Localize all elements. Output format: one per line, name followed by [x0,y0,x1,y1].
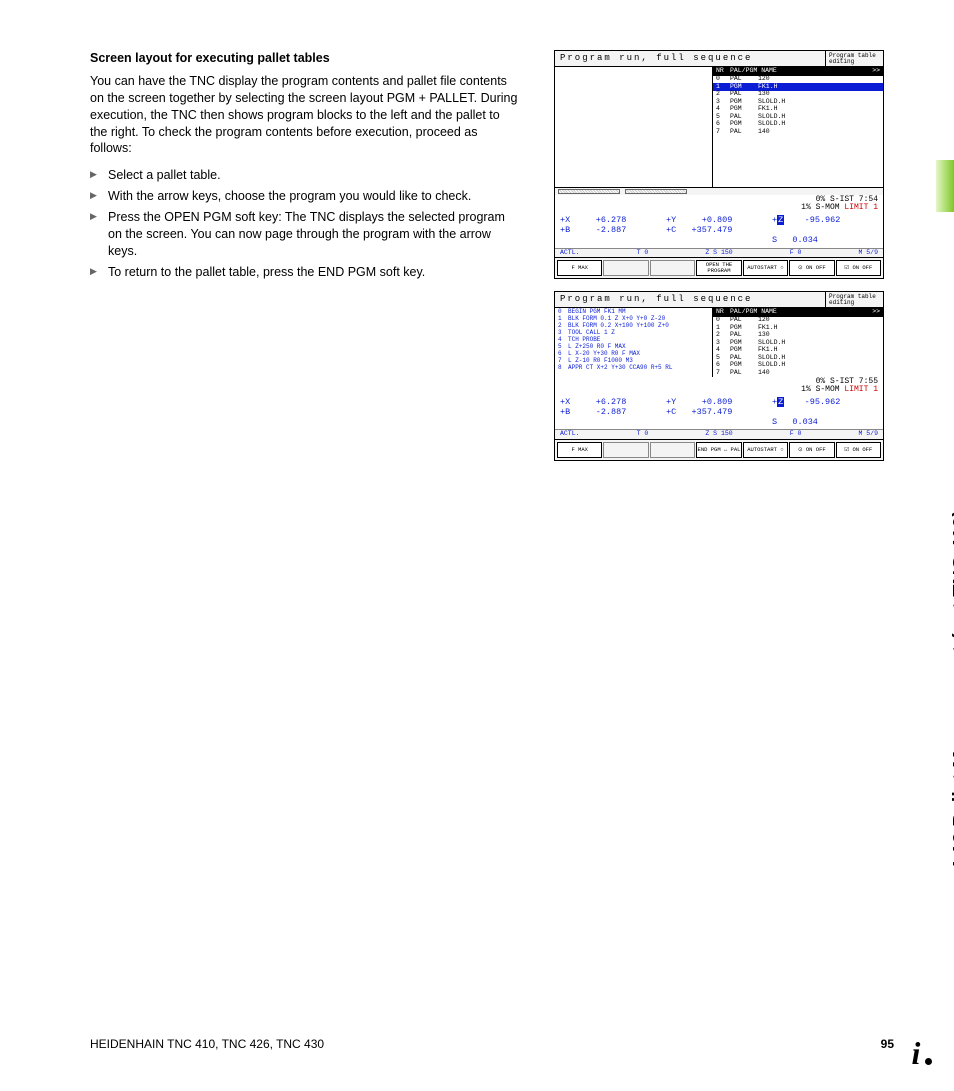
list-item: Press the OPEN PGM soft key: The TNC dis… [90,209,520,260]
softkey[interactable]: END PGM ↔ PAL [696,442,741,458]
status-line: 0% S-IST 7:54 1% S-MOM LIMIT 1 [555,195,883,213]
list-item: Select a pallet table. [90,167,520,184]
actl-line: ACTL. T 0 Z S 150 F 0 M 5/9 [555,248,883,259]
softkey[interactable]: AUTOSTART ○ [743,442,788,458]
softkey[interactable]: F MAX [557,442,602,458]
program-line: 1BLK FORM 0.1 Z X+0 Y+0 Z-20 [555,315,712,322]
program-line: 2BLK FORM 0.2 X+100 Y+100 Z+0 [555,322,712,329]
intro-paragraph: You can have the TNC display the program… [90,73,520,157]
program-line: 5L Z+250 R0 F MAX [555,343,712,350]
screen-title: Program run, full sequence [555,292,825,307]
screen-subtitle: Program table editing [825,51,883,66]
softkey [603,260,648,276]
program-line: 3TOOL CALL 1 Z [555,329,712,336]
softkey[interactable]: ⊙ ON OFF [789,260,834,276]
pallet-row[interactable]: 7PAL140 [713,369,883,377]
pallet-row[interactable]: 0PAL120 [713,76,883,84]
pallet-row[interactable]: 4PGMFK1.H [713,347,883,355]
tnc-screenshot-2: Program run, full sequence Program table… [554,291,884,461]
softkey[interactable]: ⊙ ON OFF [789,442,834,458]
coordinates: +X +6.278 +Y +0.809 +Z -95.962 +B -2.887… [555,213,883,248]
softkey [650,442,695,458]
section-heading: Screen layout for executing pallet table… [90,50,520,67]
softkey [603,442,648,458]
screen-title: Program run, full sequence [555,51,825,66]
list-item: To return to the pallet table, press the… [90,264,520,281]
softkey[interactable]: F MAX [557,260,602,276]
pallet-pane: NR PAL/PGM NAME >> 0PAL1201PGMFK1.H2PAL1… [713,308,883,377]
status-line: 0% S-IST 7:55 1% S-MOM LIMIT 1 [555,377,883,395]
thumb-tab-icon [936,160,954,212]
footer-product: HEIDENHAIN TNC 410, TNC 426, TNC 430 [90,1037,324,1051]
softkey[interactable]: AUTOSTART ○ [743,260,788,276]
program-line: 6L X-20 Y+30 R0 F MAX [555,350,712,357]
page-number: 95 [881,1037,894,1051]
program-line: 0BEGIN PGM FK1 MM [555,308,712,315]
pallet-row[interactable]: 6PGMSLOLD.H [713,121,883,129]
softkey-row: F MAX OPEN THE PROGRAMAUTOSTART ○⊙ ON OFF… [555,258,883,278]
pallet-row[interactable]: 2PAL130 [713,332,883,340]
section-side-label: 4.12 Pallet Management (not TNC 410) [950,510,954,871]
list-item: With the arrow keys, choose the program … [90,188,520,205]
softkey[interactable]: ☑ ON OFF [836,260,881,276]
pallet-pane: NR PAL/PGM NAME >> 0PAL1201PGMFK1.H2PAL1… [713,67,883,187]
softkey [650,260,695,276]
actl-line: ACTL. T 0 Z S 150 F 0 M 5/9 [555,429,883,440]
coordinates: +X +6.278 +Y +0.809 +Z -95.962 +B -2.887… [555,395,883,430]
screen-subtitle: Program table editing [825,292,883,307]
pallet-row[interactable]: 6PGMSLOLD.H [713,362,883,370]
program-pane [555,67,713,187]
program-pane: 0BEGIN PGM FK1 MM1BLK FORM 0.1 Z X+0 Y+0… [555,308,713,377]
program-line: 7L Z-10 R0 F1000 M3 [555,357,712,364]
program-line: 4TCH PROBE [555,336,712,343]
softkey-row: F MAX END PGM ↔ PALAUTOSTART ○⊙ ON OFF☑ O… [555,440,883,460]
scrollbar[interactable] [555,187,883,195]
pallet-row[interactable]: 0PAL120 [713,317,883,325]
pallet-row[interactable]: 2PAL130 [713,91,883,99]
softkey[interactable]: OPEN THE PROGRAM [696,260,741,276]
pallet-row[interactable]: 7PAL140 [713,128,883,136]
pallet-row[interactable]: 4PGMFK1.H [713,106,883,114]
program-line: 8APPR CT X+2 Y+30 CCA90 R+5 RL [555,364,712,371]
info-icon: i [898,1035,934,1071]
steps-list: Select a pallet table. With the arrow ke… [90,167,520,280]
softkey[interactable]: ☑ ON OFF [836,442,881,458]
tnc-screenshot-1: Program run, full sequence Program table… [554,50,884,279]
